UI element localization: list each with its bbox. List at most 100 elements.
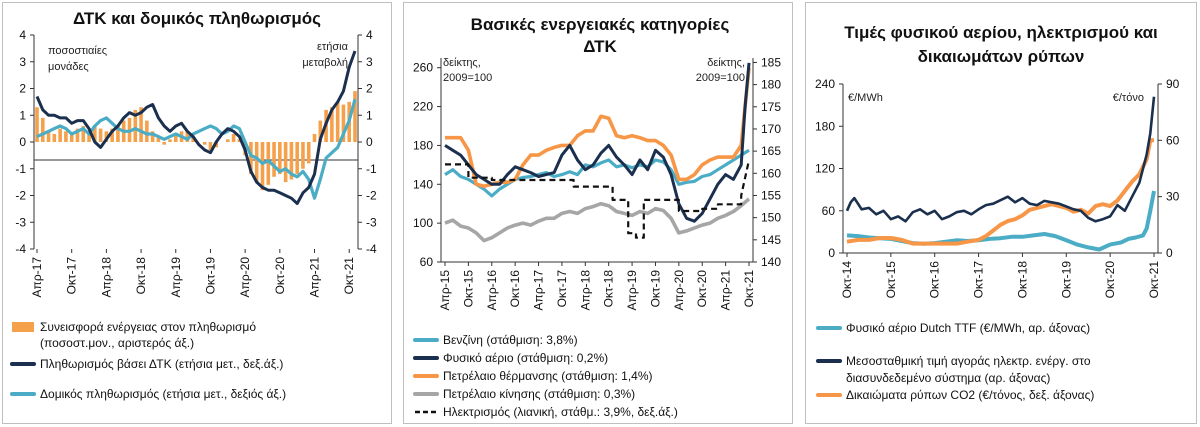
chart-1-x-tick-label: Οκτ-20 (273, 257, 287, 295)
chart-1-energy-bar (150, 131, 155, 142)
chart-2-y-right-tick-label: 175 (761, 100, 781, 114)
chart-1-y-left-tick-label: 4 (19, 28, 26, 42)
chart-1-energy-bar (58, 128, 62, 142)
legend-1-label-energy: Συνεισφορά ενέργειας στον πληθωρισμό (40, 320, 256, 334)
chart-2-y-left-tick-label: 220 (413, 100, 433, 114)
chart-1-y-left-tick-label: -2 (15, 189, 26, 203)
chart-1-left-note-line2: μονάδες (48, 61, 89, 73)
chart-1-energy-bar (168, 139, 172, 142)
chart-1-energy-bar (93, 125, 97, 142)
chart-1-energy-bar (173, 133, 178, 142)
chart-1-y-left-tick-label: -4 (15, 242, 26, 256)
chart-1-energy-bar (162, 142, 166, 145)
chart-1-energy-bar (226, 139, 230, 142)
chart-2-y-left-tick-label: 100 (413, 216, 433, 230)
chart-3-left-note: €/MWh (848, 92, 883, 104)
chart-3-x-tick-label: Οκτ-15 (884, 261, 898, 299)
chart-1-energy-bar (237, 139, 242, 142)
chart-2-elec-line (445, 159, 751, 239)
chart-1-energy-bar (145, 120, 149, 142)
chart-1-energy-bar (341, 104, 346, 142)
chart-1-y-right-tick-label: -3 (366, 215, 377, 229)
panel-3-frame (805, 2, 1197, 424)
chart-1-energy-bar (69, 133, 74, 142)
chart-1-x-tick-label: Απρ-18 (99, 257, 113, 298)
legend-2-label-natgas: Φυσικό αέριο (στάθμιση: 0,2%) (443, 351, 608, 365)
chart-1-energy-bar (249, 142, 253, 175)
chart-1-energy-bar (139, 107, 143, 142)
chart-1-y-right-tick-label: 0 (366, 135, 373, 149)
panel-1-frame (2, 2, 392, 424)
chart-3-x-tick-label: Οκτ-20 (1103, 261, 1117, 299)
chart-3-power-line (845, 96, 1156, 223)
chart-1-y-right-tick-label: 1 (366, 108, 373, 122)
chart-1-energy-bar (40, 117, 45, 142)
chart-1-x-tick-label: Οκτ-21 (342, 257, 356, 295)
chart-2-x-tick-label: Οκτ-18 (602, 270, 616, 308)
chart-1-y-left-tick-label: 3 (19, 55, 26, 69)
chart-2-y-right-tick-label: 170 (761, 122, 781, 136)
chart-1-right-note-line1: ετήσια (317, 41, 349, 53)
chart-3-co2-line (846, 138, 1154, 246)
chart-3-y-right-tick-label: 90 (1166, 77, 1180, 91)
chart-1-energy-bar (116, 125, 120, 142)
chart-1-energy-bar (191, 136, 195, 142)
legend-1-swatch-energy (12, 322, 34, 332)
chart-1-y-left-tick-label: -1 (15, 162, 26, 176)
chart-1-energy-bar (260, 142, 265, 191)
chart-3-y-left-tick-label: 240 (815, 77, 835, 91)
chart-3-x-tick-label: Οκτ-17 (972, 261, 986, 299)
legend-2-label-heat: Πετρέλαιο θέρμανσης (στάθμιση: 1,4%) (443, 369, 653, 383)
chart-1-x-tick-label: Οκτ-17 (65, 257, 79, 295)
panel-2-frame (403, 2, 793, 424)
chart-2-y-right-tick-label: 150 (761, 211, 781, 225)
chart-1-energy-bar (312, 133, 317, 142)
legend-3-label-power-2: διασυνδεδεμένο σύστημα (αρ. άξονας) (846, 371, 1050, 385)
chart-1-energy-bar (353, 91, 357, 142)
chart-3-y-left-tick-label: 0 (828, 246, 835, 260)
chart-1-energy-bar (283, 142, 288, 183)
legend-3-label-power: Μεσοσταθμική τιμή αγοράς ηλεκτρ. ενέργ. … (846, 354, 1091, 368)
chart-3-x-tick-label: Οκτ-14 (840, 261, 854, 299)
legend-3-label-ttf: Φυσικό αέριο Dutch TTF (€/MWh, αρ. άξονα… (846, 321, 1090, 335)
chart-2-x-tick-label: Απρ-17 (532, 270, 546, 311)
chart-1-energy-bar (231, 133, 236, 142)
chart-2-x-tick-label: Απρ-18 (578, 270, 592, 311)
chart-1-y-right-tick-label: 2 (366, 82, 373, 96)
chart-2-x-tick-label: Απρ-15 (438, 270, 452, 311)
chart-1-energy-bar (266, 142, 271, 185)
chart-3-x-tick-label: Οκτ-21 (1147, 261, 1161, 299)
chart-1-energy-bar (335, 101, 340, 142)
chart-1-y-right-tick-label: -2 (366, 189, 377, 203)
chart-3-right-note: €/τόνο (1113, 92, 1144, 104)
chart-1-energy-bar (202, 142, 207, 145)
chart-2-x-tick-label: Απρ-16 (485, 270, 499, 311)
chart-1-energy-bar (289, 142, 294, 180)
chart-2-y-right-tick-label: 185 (761, 55, 781, 69)
chart-2-y-right-tick-label: 180 (761, 78, 781, 92)
chart-2-x-tick-label: Οκτ-16 (508, 270, 522, 308)
chart-3-y-right-tick-label: 0 (1166, 246, 1173, 260)
chart-1-energy-bar (98, 128, 103, 142)
chart-1-energy-bar (64, 131, 68, 142)
chart-1-y-left-tick-label: 2 (19, 82, 26, 96)
chart-3-x-tick-label: Οκτ-18 (1015, 261, 1029, 299)
chart-2-y-right-tick-label: 140 (761, 255, 781, 269)
chart-2-right-note-line2: 2009=100 (696, 72, 745, 84)
chart-2-y-right-tick-label: 155 (761, 188, 781, 202)
legend-1-label-core: Δομικός πληθωρισμός (ετήσια μετ., δεξιός… (40, 387, 286, 401)
chart-1-y-left-tick-label: 0 (19, 135, 26, 149)
chart-2-right-note-line1: δείκτης, (707, 57, 745, 69)
chart-1-y-right-tick-label: -4 (366, 242, 377, 256)
chart-2-y-left-tick-label: 260 (413, 61, 433, 75)
chart-3-y-left-tick-label: 60 (822, 204, 836, 218)
chart-2-x-tick-label: Απρ-20 (672, 270, 686, 311)
chart-1-energy-bar (35, 107, 39, 142)
chart-1-hicp-line (35, 50, 357, 205)
chart-3-y-left-tick-label: 120 (815, 162, 835, 176)
chart-3: Τιμές φυσικού αερίου, ηλεκτρισμού και δι… (815, 23, 1180, 402)
chart-1-x-tick-label: Οκτ-19 (203, 257, 217, 295)
chart-1-energy-bar (75, 128, 80, 142)
chart-2-gas-line (444, 148, 750, 198)
chart-2-left-note-line1: δείκτης, (443, 57, 481, 69)
